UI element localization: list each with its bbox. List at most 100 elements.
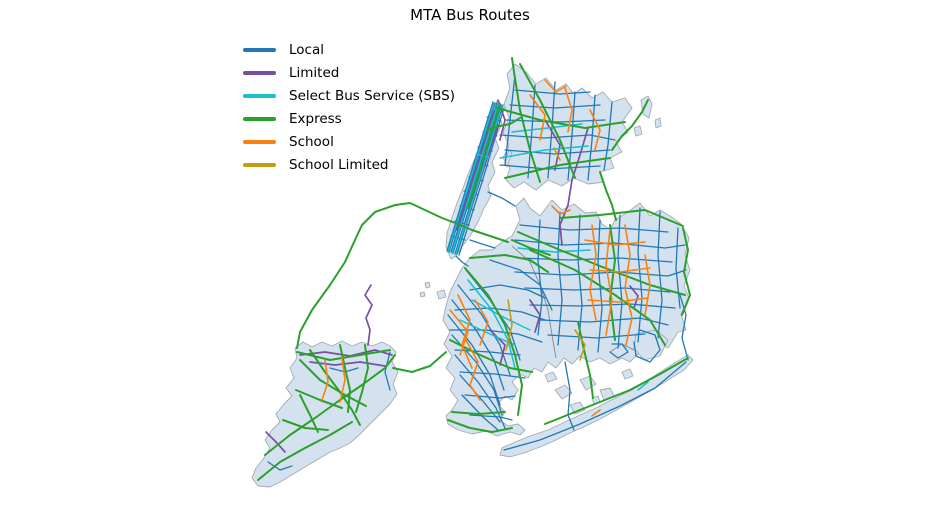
route-local (267, 461, 293, 471)
route-local (529, 303, 676, 309)
route-express (681, 227, 691, 316)
landmass-rockaway (499, 354, 694, 458)
route-sbs (499, 145, 589, 159)
legend-item-school-limited: School Limited (243, 153, 455, 176)
route-limited (309, 361, 386, 367)
route-local (499, 134, 616, 141)
route-local (557, 211, 563, 346)
route-sbs (467, 279, 516, 369)
landmass-jamaica-bay-island-4 (569, 401, 586, 415)
route-express (257, 421, 353, 481)
route-express (309, 349, 361, 426)
route-local (504, 74, 516, 166)
route-limited (629, 285, 639, 309)
legend: Local Limited Select Bus Service (SBS) E… (243, 38, 455, 176)
legend-label: School (289, 133, 334, 150)
legend-label: Select Bus Service (SBS) (289, 87, 455, 104)
route-local (679, 294, 689, 361)
route-express (577, 321, 594, 399)
route-local (633, 329, 661, 363)
route-local (514, 239, 686, 249)
route-local (489, 259, 553, 311)
route-limited (497, 99, 506, 141)
landmass-governors-island (436, 289, 447, 300)
route-school (465, 339, 481, 401)
route-school (551, 205, 571, 215)
school-limited-line-swatch (243, 162, 276, 167)
route-express (392, 351, 447, 373)
route-express (611, 99, 649, 151)
route-school (589, 267, 651, 273)
route-express (339, 344, 351, 413)
route-express (299, 359, 367, 407)
route-sbs (471, 299, 531, 331)
route-school (544, 79, 567, 93)
route-express (529, 249, 666, 346)
route-local (458, 107, 505, 256)
route-school (457, 294, 473, 369)
route-local (454, 349, 521, 356)
route-school (624, 224, 633, 346)
legend-item-local: Local (243, 38, 455, 61)
route-school (589, 109, 601, 151)
route-local (487, 191, 516, 207)
route-express (296, 202, 509, 349)
route-local (503, 361, 687, 451)
school-line-swatch (243, 139, 276, 144)
legend-label: Local (289, 41, 324, 58)
route-local (509, 104, 601, 109)
route-express (467, 103, 501, 209)
legend-item-express: Express (243, 107, 455, 130)
landmass-ellis-island (419, 291, 426, 298)
landmass-bronx (502, 63, 633, 191)
legend-label: School Limited (289, 156, 389, 173)
route-express (355, 344, 369, 413)
route-local (454, 307, 546, 321)
landmass-hart-island (654, 117, 662, 129)
landmass-liberty-island (424, 281, 431, 289)
route-limited (559, 127, 589, 246)
route-local (519, 224, 669, 233)
route-local (657, 211, 663, 339)
route-express (511, 239, 551, 256)
route-express (469, 254, 549, 273)
route-local (499, 164, 601, 170)
route-sbs (455, 104, 503, 255)
legend-item-sbs: Select Bus Service (SBS) (243, 84, 455, 107)
route-express (519, 63, 576, 179)
express-line-swatch (243, 116, 276, 121)
route-limited (489, 329, 506, 366)
route-school (587, 297, 649, 303)
route-express (504, 157, 611, 179)
route-express (486, 117, 521, 131)
route-express (496, 107, 626, 129)
route-limited (456, 110, 495, 231)
route-express (295, 389, 343, 409)
route-local (459, 371, 526, 379)
route-school (591, 409, 601, 417)
legend-item-school: School (243, 130, 455, 153)
route-school (474, 299, 489, 346)
route-local (459, 374, 501, 423)
route-limited (364, 284, 373, 346)
landmass-jamaica-bay-island-1 (554, 384, 573, 400)
route-local (446, 101, 494, 252)
route-local (603, 101, 613, 171)
route-local (448, 102, 496, 253)
route-express (449, 339, 533, 373)
route-express (447, 419, 513, 433)
legend-label: Limited (289, 64, 340, 81)
route-express (511, 57, 541, 183)
route-school_limited (553, 147, 561, 161)
route-local (587, 94, 596, 181)
local-line-swatch (243, 47, 276, 52)
route-express (451, 411, 506, 415)
route-local (539, 317, 669, 326)
route-school (449, 309, 469, 356)
route-school (589, 224, 597, 321)
route-sbs (637, 381, 649, 391)
route-local (461, 394, 499, 431)
route-school_limited (505, 299, 513, 351)
